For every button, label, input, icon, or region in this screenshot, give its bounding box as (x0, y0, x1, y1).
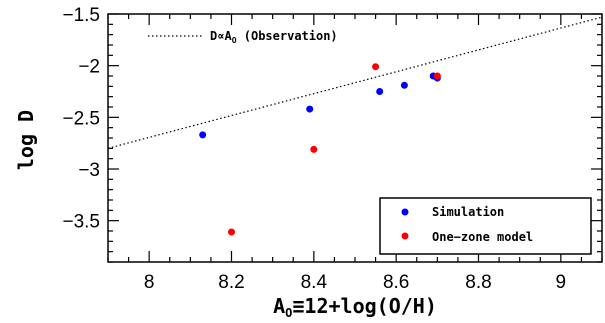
simulation-point (376, 88, 384, 95)
data-points (199, 63, 441, 236)
observation-line (107, 16, 603, 149)
one-zone-point (228, 228, 235, 236)
legend-marker-one-zone (401, 232, 409, 240)
x-axis-label-sub: O (285, 306, 292, 320)
x-tick-labels: 8 8.2 8.4 8.6 8.8 9 (144, 272, 566, 293)
y-tick-label: −1.5 (62, 5, 100, 26)
legend-label-simulation: Simulation (432, 205, 504, 219)
one-zone-point (372, 63, 380, 71)
y-tick-label: −3.5 (62, 212, 100, 233)
x-tick-label: 8.2 (218, 272, 244, 293)
line-legend-rest: (Observation) (237, 29, 338, 43)
simulation-point (400, 81, 408, 89)
y-tick-label: −3 (78, 160, 100, 181)
y-tick-label: −2.5 (62, 108, 100, 129)
x-tick-label: 8.8 (465, 272, 491, 293)
line-legend-sub: O (232, 36, 237, 45)
simulation-point (306, 105, 314, 113)
tick-marks (107, 13, 603, 263)
legend-marker-simulation (401, 208, 409, 216)
one-zone-point (310, 145, 318, 153)
x-axis-label-rest: ≡12+log(O/H) (292, 294, 437, 318)
x-tick-label: 8.6 (383, 272, 409, 293)
legend-label-one-zone: One−zone model (432, 230, 533, 244)
y-tick-labels: −1.5 −2 −2.5 −3 −3.5 (62, 5, 100, 233)
x-tick-label: 8 (144, 272, 155, 293)
line-legend-label: D∝AO (Observation) (210, 29, 338, 45)
y-tick-label: −2 (78, 57, 100, 78)
x-axis-label-main: A (273, 294, 285, 318)
x-tick-label: 9 (556, 272, 567, 293)
line-legend-main: D∝A (210, 29, 232, 43)
series-legend-box (379, 197, 592, 255)
simulation-point (199, 131, 207, 139)
x-tick-label: 8.4 (301, 272, 328, 293)
y-axis-label: log D (14, 110, 38, 170)
one-zone-point (433, 72, 441, 80)
x-axis-label: AO≡12+log(O/H) (273, 294, 437, 320)
